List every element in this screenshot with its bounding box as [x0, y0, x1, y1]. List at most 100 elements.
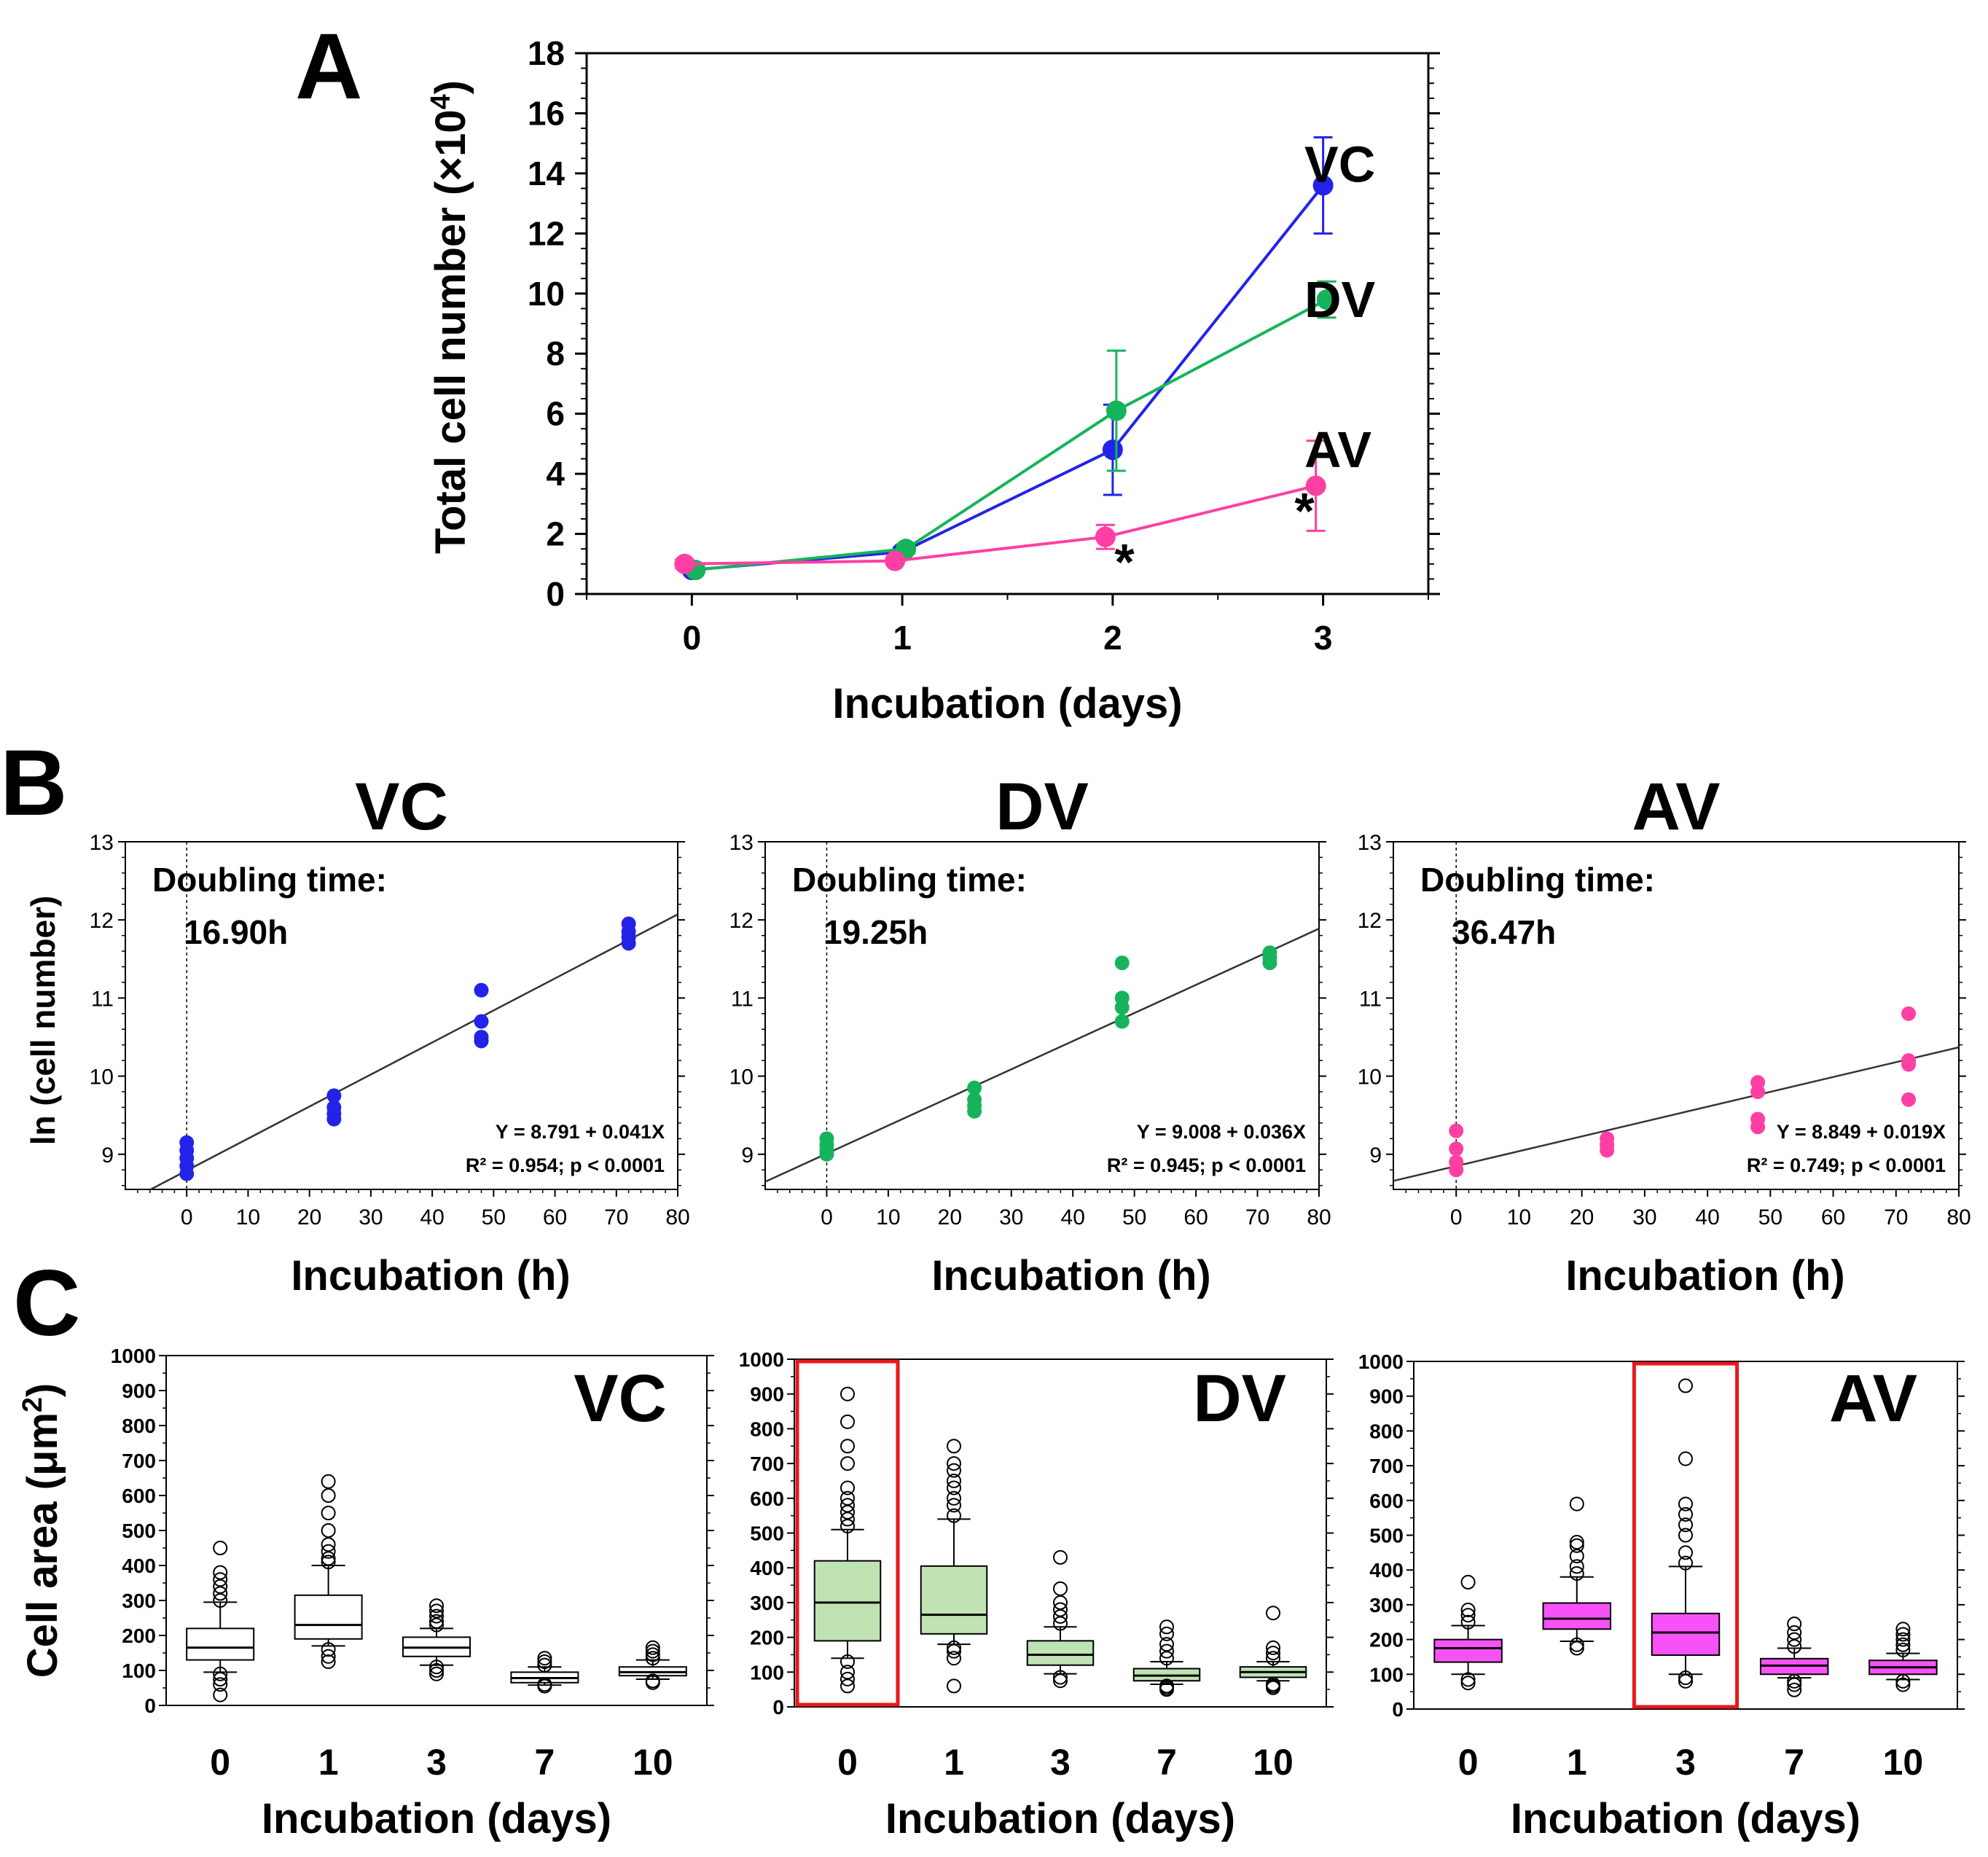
x-tick-label-c: 7 [534, 1742, 555, 1783]
y-tick-label-a: 14 [528, 155, 566, 192]
box-outlier [1678, 1670, 1693, 1686]
box-outlier [1678, 1451, 1693, 1466]
data-point-dv [1114, 990, 1130, 1006]
y-tick-label-c: 600 [122, 1485, 156, 1507]
x-axis-label-c-dv: Incubation (days) [885, 1795, 1235, 1842]
x-tick-label-b: 40 [420, 1205, 444, 1229]
box-outlier [1569, 1535, 1584, 1550]
box-outlier [1053, 1602, 1068, 1617]
box-outlier [213, 1565, 228, 1580]
regression-stats: R² = 0.954; p < 0.0001 [466, 1154, 665, 1176]
x-tick-label-c: 10 [1253, 1742, 1294, 1783]
highlight-box [1632, 1361, 1740, 1709]
box-outlier [429, 1666, 444, 1681]
x-tick-label-c: 1 [318, 1742, 339, 1783]
box-outlier [213, 1687, 228, 1702]
y-tick-label-a: 12 [528, 214, 565, 252]
box-outlier [840, 1518, 855, 1533]
y-tick-label-c: 800 [750, 1418, 784, 1440]
x-axis-label-b-av: Incubation (h) [1565, 1252, 1844, 1299]
y-tick-label-b: 9 [1369, 1143, 1382, 1168]
box-outlier [1159, 1637, 1174, 1652]
box-outlier [1053, 1608, 1068, 1624]
box-outlier [1895, 1627, 1911, 1642]
panel-label-c: C [13, 1251, 80, 1356]
box-outlier [1053, 1595, 1068, 1610]
x-tick-label-b: 0 [821, 1205, 833, 1229]
x-tick-label-b: 20 [297, 1205, 321, 1229]
y-tick-label-c: 1000 [111, 1345, 156, 1367]
box-iqr [920, 1565, 988, 1635]
y-tick-label-c: 500 [122, 1520, 156, 1542]
box-outlier [429, 1608, 444, 1624]
panel-c-title-av: AV [1829, 1361, 1917, 1436]
box-outlier [645, 1673, 660, 1689]
y-tick-label-b: 9 [101, 1143, 114, 1168]
y-tick-label-b: 12 [1358, 909, 1382, 933]
box-outlier [947, 1508, 961, 1523]
box-outlier [213, 1672, 228, 1686]
regression-line-vc [150, 913, 678, 1191]
box-outlier [1895, 1637, 1911, 1652]
box-outlier [537, 1657, 552, 1673]
doubling-time-value: 19.25h [823, 913, 928, 951]
doubling-time-label: Doubling time: [1420, 861, 1655, 899]
data-point-av [1095, 526, 1116, 547]
box-outlier [1569, 1641, 1584, 1656]
box-outlier [321, 1642, 336, 1657]
y-axis-label-c: Cell area (μm2) [17, 1383, 66, 1678]
box-outlier [321, 1544, 336, 1559]
box-outlier [840, 1480, 855, 1496]
x-tick-label-b: 10 [236, 1205, 260, 1229]
x-tick-label-b: 80 [1946, 1205, 1971, 1229]
x-tick-label-b: 50 [1122, 1205, 1146, 1229]
y-tick-label-c: 1000 [1358, 1350, 1404, 1373]
box-outlier [1787, 1616, 1802, 1632]
box-outlier [1787, 1673, 1802, 1689]
box-outlier [1895, 1622, 1911, 1637]
y-tick-label-b: 10 [729, 1066, 754, 1090]
box-outlier [429, 1614, 444, 1629]
x-tick-label-b: 40 [1061, 1205, 1085, 1229]
box-outlier [1569, 1496, 1584, 1512]
x-tick-label-b: 70 [1884, 1205, 1908, 1229]
data-point-av [1449, 1141, 1464, 1157]
panel-b-title-dv: DV [995, 770, 1089, 844]
data-point-dv [1262, 945, 1277, 961]
x-tick-label-b: 10 [1507, 1205, 1531, 1229]
y-tick-label-b: 12 [729, 909, 754, 933]
data-point-av [1901, 1053, 1917, 1068]
box-outlier [1460, 1603, 1476, 1618]
box-outlier [1678, 1555, 1693, 1571]
x-axis-label-c-av: Incubation (days) [1511, 1795, 1860, 1842]
box-outlier [947, 1463, 961, 1478]
box-outlier [1787, 1677, 1802, 1692]
y-tick-label-c: 1000 [739, 1348, 784, 1371]
x-tick-label-c: 3 [1675, 1742, 1696, 1783]
data-point-av [1901, 1092, 1917, 1107]
highlight-box [795, 1359, 900, 1707]
box-outlier [947, 1498, 961, 1513]
box-outlier [1460, 1574, 1476, 1590]
x-tick-label-b: 0 [181, 1205, 193, 1229]
x-tick-label-b: 80 [665, 1205, 689, 1229]
y-tick-label-c: 0 [772, 1696, 784, 1719]
box-iqr [1542, 1602, 1612, 1630]
box-outlier [947, 1643, 961, 1659]
data-point-dv [967, 1080, 982, 1095]
doubling-time-value: 36.47h [1452, 913, 1556, 951]
x-tick-label-b: 30 [999, 1205, 1023, 1229]
x-tick-label-b: 80 [1307, 1205, 1331, 1229]
y-tick-label-c: 700 [1369, 1455, 1404, 1477]
data-point-av [1449, 1154, 1464, 1170]
box-outlier [1569, 1637, 1584, 1652]
box-outlier [840, 1490, 855, 1506]
x-tick-label-c: 10 [633, 1742, 673, 1783]
panel-label-b: B [0, 731, 67, 835]
data-point-vc [326, 1088, 342, 1103]
data-point-av [674, 553, 695, 574]
box-outlier [1678, 1528, 1693, 1543]
x-tick-label-c: 10 [1883, 1742, 1924, 1783]
box-outlier [1678, 1378, 1693, 1393]
x-axis-label-b-dv: Incubation (h) [931, 1252, 1210, 1299]
